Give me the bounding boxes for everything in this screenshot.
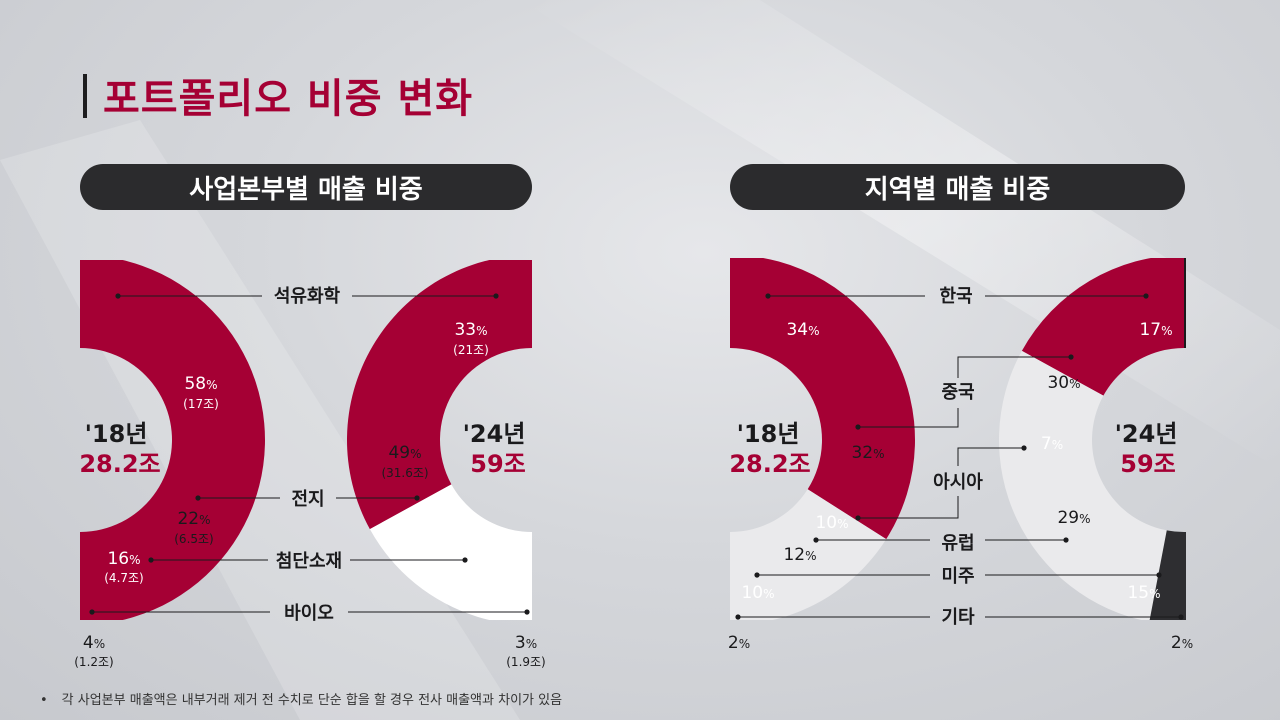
slice-전지 (369, 484, 532, 620)
label-amount: (1.2조) (74, 655, 114, 669)
label-percent: 49% (388, 443, 421, 463)
label-percent: 4% (83, 633, 105, 653)
total-2024: 59조 (470, 450, 525, 478)
legend-label: 유럽 (941, 533, 974, 554)
leader-dot (414, 495, 420, 501)
slice-기타 (707, 255, 730, 349)
leader-dot (1021, 445, 1027, 451)
leader-dot (1063, 537, 1069, 543)
label-percent: 16% (107, 549, 140, 569)
slice-아시아 (1149, 530, 1186, 620)
leader-dot (754, 572, 760, 578)
label-amount: (31.6조) (381, 466, 428, 480)
label-percent: 10% (815, 513, 848, 533)
legend-label: 바이오 (284, 603, 334, 624)
period-2024: '24년 (463, 420, 526, 448)
label-percent: 30% (1047, 373, 1080, 393)
slice-바이오 (34, 255, 80, 351)
label-percent: 7% (1041, 434, 1063, 454)
legend-label: 아시아 (933, 472, 983, 493)
slice-중국 (999, 350, 1167, 620)
total-2018: 28.2조 (729, 450, 810, 478)
leader-dot (735, 614, 741, 620)
label-percent: 10% (741, 583, 774, 603)
slice-미주 (603, 256, 718, 372)
label-amount: (9.6조) (467, 576, 507, 590)
label-percent: 32% (851, 443, 884, 463)
slice-석유화학 (80, 260, 265, 620)
leader-dot (148, 557, 154, 563)
leader-line (957, 447, 1024, 466)
label-percent: 33% (454, 320, 487, 340)
legend-label: 한국 (939, 286, 972, 307)
label-amount: (1.9조) (506, 655, 546, 669)
leader-dot (1143, 293, 1149, 299)
slice-유럽 (545, 305, 667, 434)
bullet-icon: • (40, 693, 48, 708)
legend-label: 미주 (941, 566, 974, 587)
leader-dot (462, 557, 468, 563)
leader-dot (195, 495, 201, 501)
slice-석유화학 (347, 260, 532, 530)
label-percent: 2% (1171, 633, 1193, 653)
slice-한국 (1021, 258, 1184, 396)
slice-전지 (0, 383, 36, 602)
label-amount: (21조) (453, 343, 489, 357)
label-percent: 17% (1139, 320, 1172, 340)
leader-dot (855, 515, 861, 521)
leader-dot (765, 293, 771, 299)
label-percent: 2% (728, 633, 750, 653)
leader-line (858, 496, 959, 519)
total-2018: 28.2조 (79, 450, 160, 478)
label-percent: 22% (177, 509, 210, 529)
leader-dot (1178, 614, 1184, 620)
leader-dot (1156, 572, 1162, 578)
leader-line (858, 408, 959, 428)
footnote: • 각 사업본부 매출액은 내부거래 제거 전 수치로 단순 합을 할 경우 전사… (40, 689, 562, 708)
label-percent: 15% (470, 553, 503, 573)
period-2018: '18년 (737, 420, 800, 448)
slice-첨단소재 (0, 261, 57, 412)
title-accent-bar (83, 74, 87, 118)
label-percent: 12% (783, 545, 816, 565)
slice-한국 (730, 258, 915, 540)
slice-아시아 (545, 428, 652, 539)
leader-dot (1068, 354, 1074, 360)
label-percent: 34% (786, 320, 819, 340)
slice-바이오 (532, 255, 567, 350)
leader-dot (813, 537, 819, 543)
period-2024: '24년 (1115, 420, 1178, 448)
label-percent: 3% (515, 633, 537, 653)
leader-dot (115, 293, 121, 299)
region-share-header: 지역별 매출 비중 (730, 164, 1185, 210)
slice-유럽 (1207, 351, 1280, 619)
label-percent: 29% (1057, 508, 1090, 528)
legend-label: 석유화학 (274, 285, 341, 307)
legend-label: 첨단소재 (276, 551, 342, 572)
legend-label: 전지 (291, 489, 324, 510)
total-2024: 59조 (1120, 450, 1175, 478)
period-2018: '18년 (85, 420, 148, 448)
leader-dot (89, 609, 95, 615)
page-title: 포트폴리오 비중 변화 (103, 76, 474, 122)
legend-label: 기타 (941, 607, 975, 628)
label-amount: (6.5조) (174, 532, 214, 546)
slice-첨단소재 (549, 258, 699, 401)
label-percent: 58% (184, 374, 217, 394)
slice-미주 (1196, 256, 1280, 395)
leader-line (957, 356, 1071, 378)
label-amount: (4.7조) (104, 571, 144, 585)
slice-중국 (730, 489, 887, 620)
business-share-header: 사업본부별 매출 비중 (80, 164, 532, 210)
leader-dot (855, 424, 861, 430)
label-amount: (17조) (183, 397, 219, 411)
leader-dot (524, 609, 530, 615)
label-percent: 15% (1127, 583, 1160, 603)
slice-기타 (1184, 258, 1186, 349)
legend-label: 중국 (941, 382, 974, 403)
leader-dot (493, 293, 499, 299)
footnote-text: 각 사업본부 매출액은 내부거래 제거 전 수치로 단순 합을 할 경우 전사 … (61, 693, 563, 708)
